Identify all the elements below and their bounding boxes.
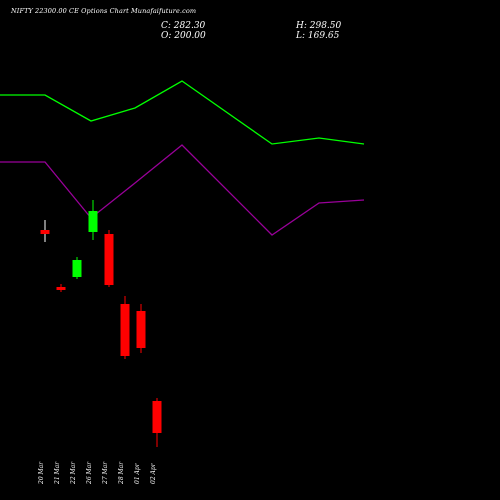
candle-01-apr — [136, 304, 146, 353]
x-tick-label: 20 Mar — [38, 461, 45, 485]
candle-28-mar — [120, 296, 130, 359]
open-value: O: 200.00 — [161, 31, 206, 41]
candle-body — [88, 211, 98, 232]
candle-body — [104, 234, 114, 285]
high-value: H: 298.50 — [296, 21, 342, 31]
candle-body — [56, 287, 66, 290]
candle-02-apr — [152, 398, 162, 447]
x-tick-label: 22 Mar — [70, 461, 77, 485]
low-value: L: 169.65 — [296, 31, 340, 41]
x-tick-label: 01 Apr — [134, 462, 141, 484]
candle-body — [40, 230, 50, 234]
x-axis-labels: 20 Mar 21 Mar 22 Mar 26 Mar 27 Mar 28 Mar 01 A… — [38, 461, 157, 485]
indicator-line-1 — [0, 80, 365, 145]
candle-26-mar — [88, 200, 98, 240]
candle-21-mar — [56, 284, 66, 292]
candle-22-mar — [72, 257, 82, 279]
x-tick-label: 26 Mar — [86, 461, 93, 485]
x-tick-label: 21 Mar — [54, 461, 61, 485]
candle-20-mar — [40, 220, 50, 242]
indicator-line-2 — [0, 144, 365, 236]
x-tick-label: 28 Mar — [118, 461, 125, 485]
indicator-lines — [0, 80, 365, 236]
candles — [40, 200, 162, 447]
close-value: C: 282.30 — [161, 21, 206, 31]
x-tick-label: 02 Apr — [150, 462, 157, 484]
candle-body — [136, 311, 146, 348]
candle-body — [152, 401, 162, 433]
chart-title: NIFTY 22300.00 CE Options Chart Munafaif… — [11, 7, 197, 15]
candle-27-mar — [104, 230, 114, 287]
x-tick-label: 27 Mar — [102, 461, 109, 485]
candle-body — [72, 260, 82, 277]
candle-body — [120, 304, 130, 356]
